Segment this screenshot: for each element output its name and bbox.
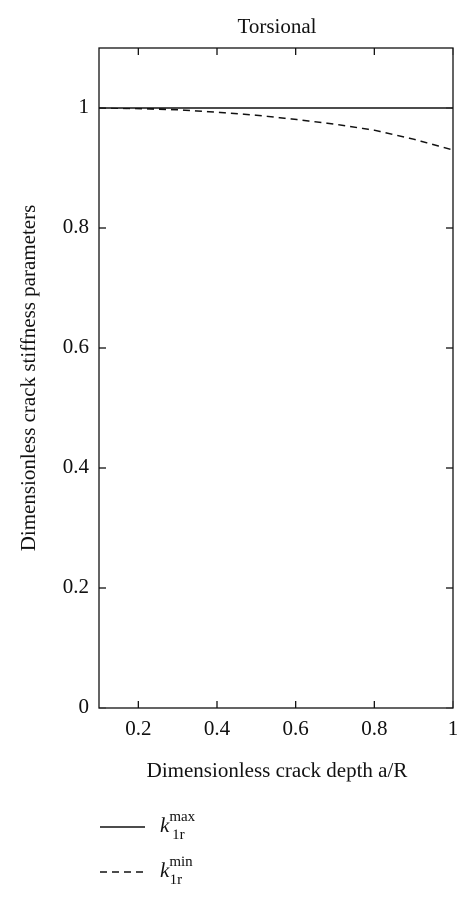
x-tick-label: 0.2 (125, 716, 151, 740)
legend-label: kmax 1r (160, 809, 196, 843)
x-tick-label: 0.8 (361, 716, 387, 740)
y-axis-label: Dimensionless crack stiffness parameters (16, 205, 40, 552)
y-tick-label: 0.8 (63, 214, 89, 238)
y-tick-label: 0.2 (63, 574, 89, 598)
y-tick-label: 0 (79, 694, 90, 718)
y-tick-label: 0.4 (63, 454, 90, 478)
plot-frame (98, 47, 454, 709)
chart-title: Torsional (237, 14, 316, 38)
x-tick-label: 1 (448, 716, 459, 740)
y-tick-label: 0.6 (63, 334, 89, 358)
x-tick-label: 0.4 (204, 716, 231, 740)
y-tick-label: 1 (79, 94, 90, 118)
legend-label: kmin 1r (160, 854, 193, 888)
x-tick-label: 0.6 (283, 716, 309, 740)
x-axis-label: Dimensionless crack depth a/R (147, 758, 408, 782)
line-series (98, 107, 454, 151)
